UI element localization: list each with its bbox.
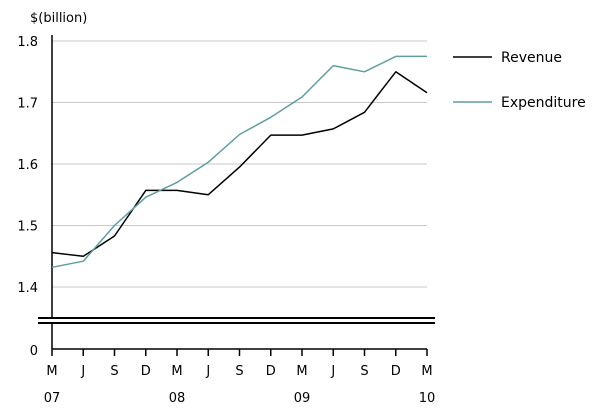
legend-label: Revenue <box>501 50 562 66</box>
gridlines <box>52 40 427 288</box>
legend-label: Expenditure <box>501 95 586 111</box>
x-month-label: D <box>141 364 151 379</box>
x-year-label: 10 <box>419 391 436 406</box>
axes <box>38 35 435 356</box>
x-month-label: S <box>235 364 243 379</box>
x-month-label: M <box>421 364 432 379</box>
series-lines <box>51 55 428 269</box>
axis-labels: 1.81.71.61.51.4$(billion)0M J S D M J S D M J S D M0… <box>17 11 435 406</box>
x-month-label: D <box>391 364 401 379</box>
x-year-label: 09 <box>294 391 311 406</box>
x-month-label: M <box>171 364 182 379</box>
series-line-expenditure <box>51 55 427 269</box>
y-tick-label: 1.6 <box>17 158 38 173</box>
y-axis-label: $(billion) <box>30 11 87 26</box>
y-zero-label: 0 <box>30 344 38 359</box>
x-year-label: 07 <box>44 391 61 406</box>
x-month-label: J <box>205 364 210 379</box>
y-tick-label: 1.5 <box>17 220 38 235</box>
x-month-label: D <box>266 364 276 379</box>
y-tick-label: 1.4 <box>17 281 38 296</box>
x-month-label: M <box>296 364 307 379</box>
x-month-label: M <box>46 364 57 379</box>
y-tick-label: 1.7 <box>17 97 38 112</box>
x-month-label: S <box>360 364 368 379</box>
x-month-label: J <box>80 364 85 379</box>
x-year-label: 08 <box>169 391 186 406</box>
legend: Revenue Expenditure <box>453 50 586 111</box>
y-tick-label: 1.8 <box>17 35 38 50</box>
series-line-revenue <box>51 71 428 258</box>
x-month-label: J <box>330 364 335 379</box>
x-month-label: S <box>110 364 118 379</box>
